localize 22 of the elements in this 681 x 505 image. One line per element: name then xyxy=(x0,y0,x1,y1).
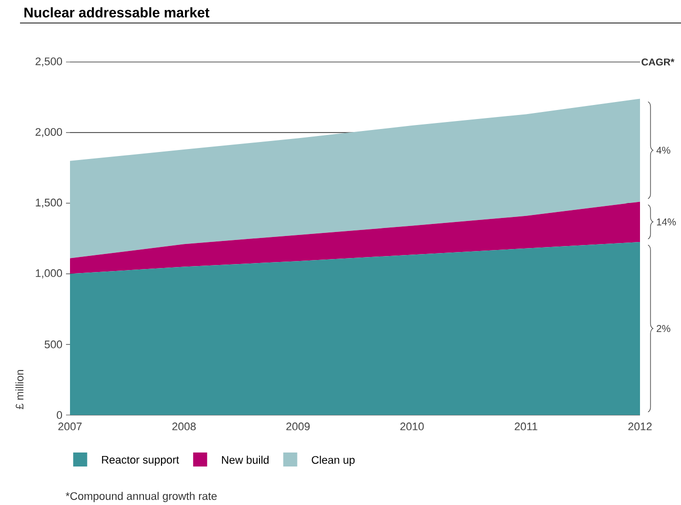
y-tick-label: 2,500 xyxy=(36,57,62,67)
y-axis-title: £ million xyxy=(15,370,24,410)
y-tick-label: 2,000 xyxy=(36,128,62,138)
x-tick-label: 2007 xyxy=(58,422,82,430)
x-tick-label: 2009 xyxy=(286,422,310,430)
y-tick-label: 1,500 xyxy=(36,198,62,208)
text: 2% xyxy=(656,325,670,332)
text: *Compound annual growth rate xyxy=(66,492,217,502)
y-tick-label: 1,000 xyxy=(36,269,62,278)
x-tick-label: 2012 xyxy=(628,422,652,430)
legend-label: New build xyxy=(222,456,269,464)
legend-label: Clean up xyxy=(312,456,355,466)
x-tick-label: 2010 xyxy=(400,422,424,430)
x-tick-label: 2011 xyxy=(514,422,538,430)
text: 4% xyxy=(656,146,670,154)
x-tick-label: 2008 xyxy=(172,422,196,430)
chart-title: Nuclear addressable market xyxy=(24,7,210,18)
y-tick-label: 500 xyxy=(44,340,62,348)
legend-label: Reactor support xyxy=(102,456,180,466)
text: 14% xyxy=(656,218,676,226)
y-tick-label: 0 xyxy=(56,411,62,419)
text: CAGR* xyxy=(642,58,674,66)
